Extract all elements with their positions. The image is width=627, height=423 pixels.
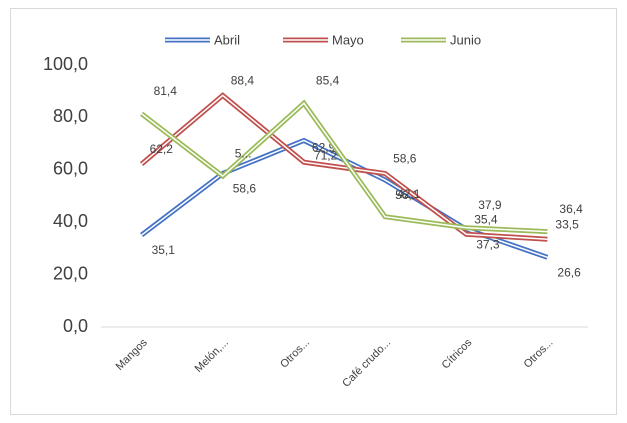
y-tick-label: 20,0	[53, 263, 88, 283]
y-tick-label: 100,0	[43, 54, 88, 74]
data-label: 62,2	[150, 142, 174, 156]
data-label: 58,6	[233, 182, 257, 196]
data-label: 37,3	[476, 237, 500, 251]
y-tick-label: 80,0	[53, 106, 88, 126]
data-label: 35,1	[152, 243, 176, 257]
chart-border	[10, 8, 617, 415]
data-label: 33,5	[555, 217, 579, 231]
data-label: 35,4	[474, 212, 498, 226]
data-label: 62,9	[312, 140, 336, 154]
y-tick-label: 60,0	[53, 159, 88, 179]
series-line-gap	[141, 102, 548, 233]
series-line-gap	[141, 94, 548, 240]
data-label: 36,4	[559, 202, 583, 216]
data-label: 85,4	[316, 73, 340, 87]
legend-label: Abril	[214, 32, 240, 47]
data-label: 42,1	[397, 187, 421, 201]
y-tick-label: 0,0	[63, 316, 88, 336]
data-label: 58,6	[393, 152, 417, 166]
y-tick-label: 40,0	[53, 211, 88, 231]
data-label: 81,4	[154, 84, 178, 98]
data-label: 26,6	[557, 265, 581, 279]
legend-label: Junio	[450, 32, 481, 47]
data-label: 37,9	[478, 198, 502, 212]
data-label: 71,2	[314, 149, 338, 163]
data-label: 5...	[235, 146, 252, 160]
legend-label: Mayo	[332, 32, 364, 47]
data-label: 88,4	[231, 74, 255, 88]
